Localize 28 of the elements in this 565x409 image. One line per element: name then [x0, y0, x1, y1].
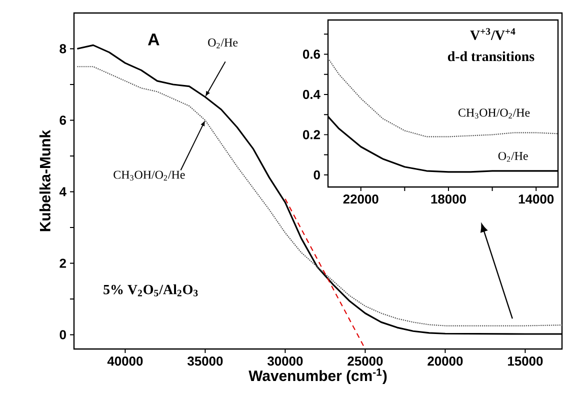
series-label: CH$_{3}$OH/O$_{2}$/He: [458, 108, 530, 118]
x-tick-label: 22000: [343, 194, 378, 204]
x-tick-label: 14000: [518, 194, 554, 204]
x-tick-label: 20000: [428, 356, 463, 366]
y-tick-label: 0.2: [302, 130, 320, 140]
annotation: O$_{2}$/He: [208, 38, 238, 48]
x-tick-label: 18000: [431, 194, 466, 204]
y-tick-label: 0: [314, 170, 320, 180]
y-tick-label: 2: [60, 258, 66, 268]
series-label: O$_{2}$/He: [498, 152, 528, 162]
y-tick-label: 0.4: [302, 90, 320, 100]
x-tick-label: 15000: [508, 356, 543, 366]
y-tick-label: 4: [59, 187, 66, 196]
x-tick-label: 30000: [267, 356, 303, 366]
x-axis-title: Wavenumber (cm$^{-1}$): [248, 368, 387, 384]
annotation: 5% V$_{2}$O$_{5}$/Al$_{2}$O$_{3}$: [104, 284, 198, 296]
annotation: V$^{+3}$/V$^{+4}$: [470, 28, 516, 40]
annotation: d-d transitions: [448, 51, 534, 62]
y-tick-label: 0.6: [302, 50, 320, 59]
x-tick-label: 40000: [107, 356, 143, 366]
annotation: A: [148, 34, 160, 46]
x-tick-label: 35000: [187, 356, 223, 366]
y-tick-label: 0: [60, 330, 66, 340]
annotation: CH$_{3}$OH/O$_{2}$/He: [114, 170, 185, 181]
y-tick-label: 8: [60, 44, 66, 54]
y-axis-title: Kubelka-Munk: [39, 130, 50, 232]
y-tick-label: 6: [60, 116, 66, 125]
x-tick-label: 25000: [348, 356, 383, 366]
